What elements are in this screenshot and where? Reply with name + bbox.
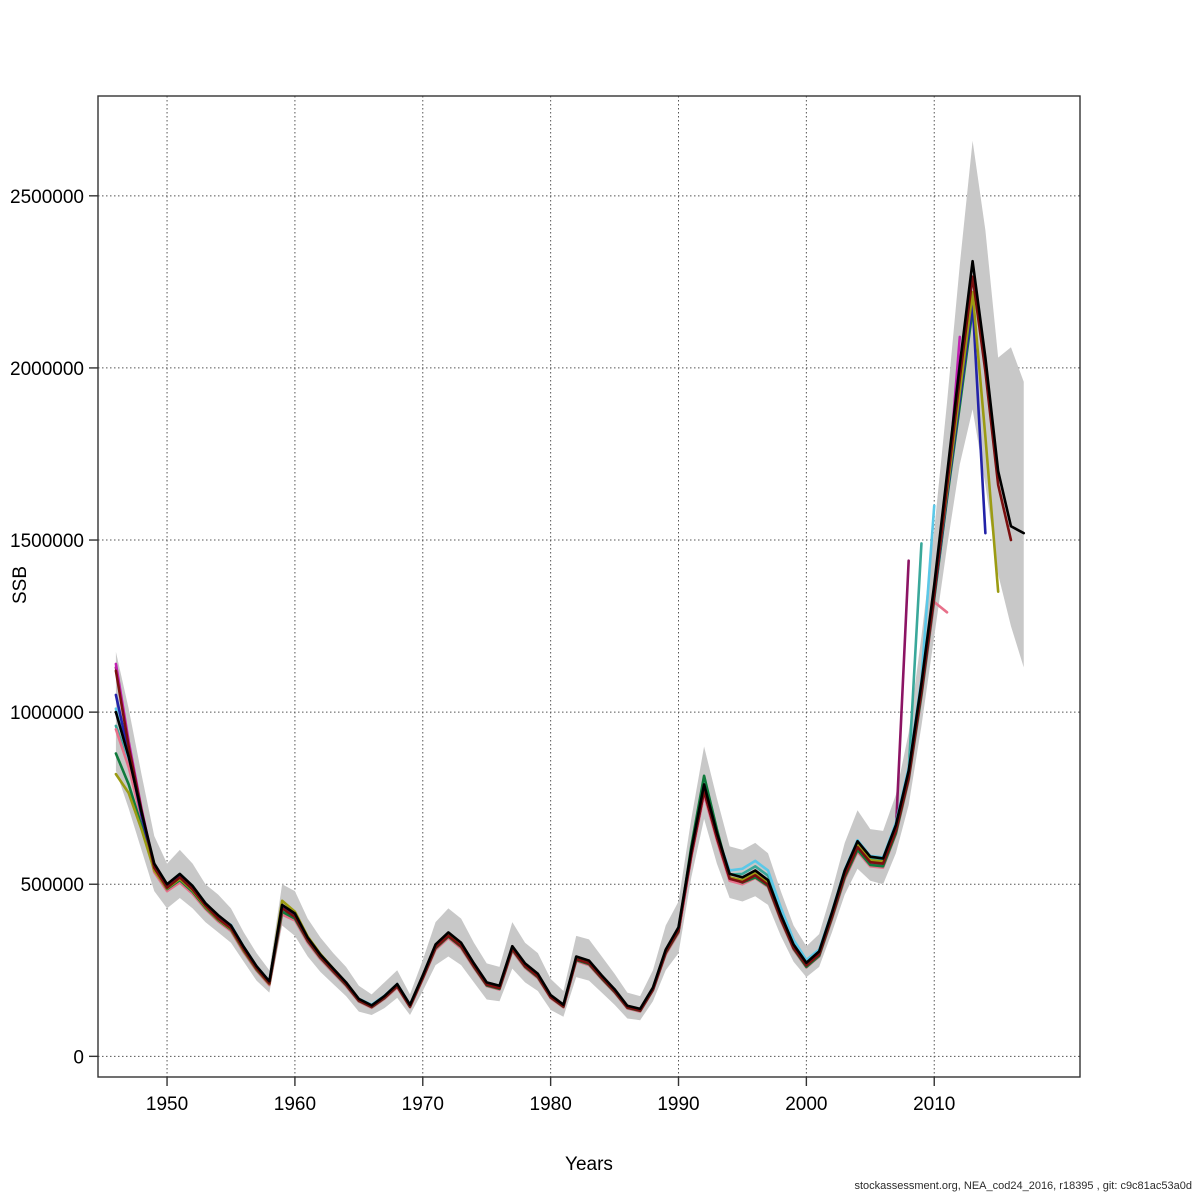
y-axis-label: SSB bbox=[10, 566, 31, 604]
series-line-assessment-2012 bbox=[114, 308, 974, 1013]
plot-frame bbox=[97, 95, 1081, 1078]
x-tick-label: 1990 bbox=[657, 1094, 699, 1115]
series-line-assessment-2016 bbox=[114, 259, 1026, 1011]
x-tick-label: 1970 bbox=[402, 1094, 444, 1115]
vertical-gridlines bbox=[166, 96, 935, 1077]
x-axis-label: Years bbox=[565, 1154, 613, 1175]
y-tick-label: 0 bbox=[73, 1047, 84, 1068]
y-axis-ticks: 0 500000 1000000 1500000 2000000 2500000 bbox=[10, 187, 98, 1068]
y-tick-label: 1500000 bbox=[10, 531, 84, 552]
x-axis-ticks: 1950 1960 1970 1980 1990 2000 2010 bbox=[146, 1077, 955, 1115]
y-tick-label: 500000 bbox=[21, 875, 84, 896]
x-tick-label: 1980 bbox=[530, 1094, 572, 1115]
y-tick-label: 1000000 bbox=[10, 703, 84, 724]
y-tick-label: 2000000 bbox=[10, 359, 84, 380]
x-tick-label: 2010 bbox=[913, 1094, 955, 1115]
x-tick-label: 1950 bbox=[146, 1094, 188, 1115]
source-footer: stockassessment.org, NEA_cod24_2016, r18… bbox=[854, 1180, 1192, 1192]
series-lines bbox=[114, 259, 1026, 1013]
x-tick-label: 1960 bbox=[274, 1094, 316, 1115]
series-line-assessment-2014 bbox=[114, 290, 1000, 1012]
series-line-assessment-2015 bbox=[114, 275, 1013, 1012]
y-tick-label: 2500000 bbox=[10, 187, 84, 208]
x-tick-label: 2000 bbox=[785, 1094, 827, 1115]
confidence-band-area bbox=[115, 140, 1024, 1021]
confidence-band bbox=[115, 140, 1024, 1021]
